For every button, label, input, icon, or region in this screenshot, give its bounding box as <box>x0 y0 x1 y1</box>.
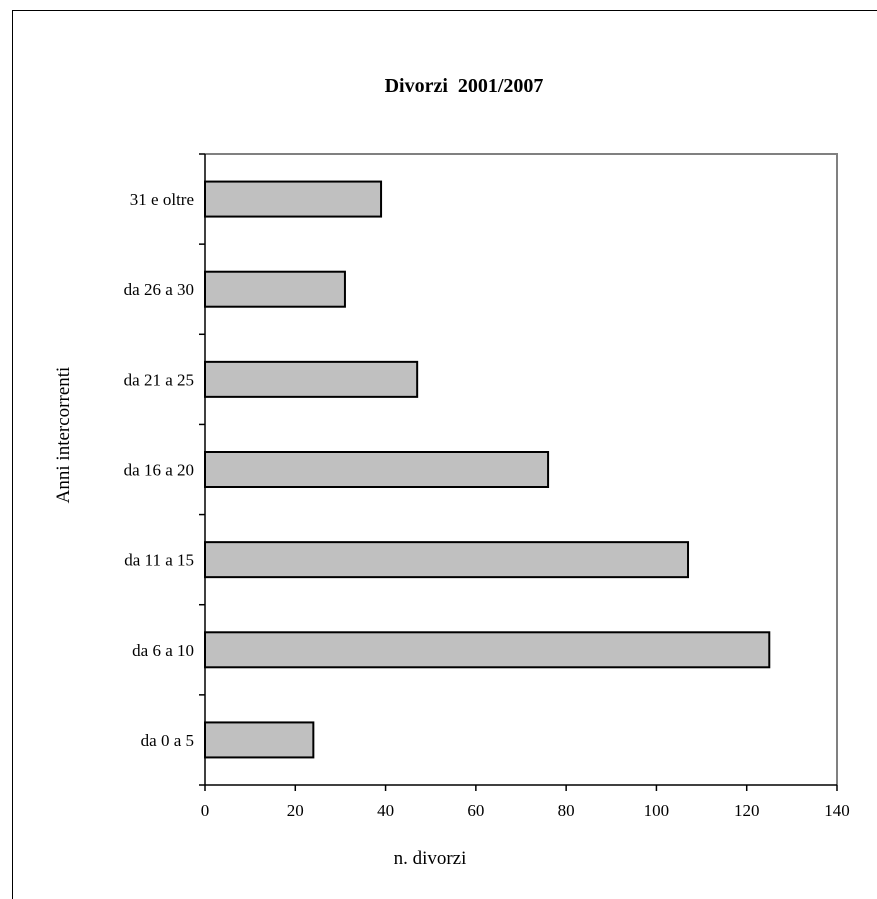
bar-2 <box>204 541 690 579</box>
bar-4 <box>204 360 419 398</box>
x-tick-label: 120 <box>734 801 760 820</box>
bar-0 <box>204 721 315 759</box>
plot-border <box>205 153 838 785</box>
bar-3 <box>204 451 550 488</box>
bar-5 <box>204 270 346 308</box>
x-tick-label: 140 <box>824 801 850 820</box>
y-tick-label: da 21 a 25 <box>124 370 194 389</box>
x-tick-label: 0 <box>201 801 210 820</box>
y-tick-label: 31 e oltre <box>130 190 194 209</box>
bar-6 <box>204 180 383 218</box>
y-tick-label: da 16 a 20 <box>124 461 194 480</box>
chart-frame <box>12 10 877 899</box>
y-tick-label: da 0 a 5 <box>141 731 194 750</box>
y-axis-label: Anni intercorrenti <box>53 367 74 504</box>
x-tick-label: 60 <box>467 801 484 820</box>
bar-1 <box>204 631 771 669</box>
x-axis-label: n. divorzi <box>394 848 467 869</box>
x-tick-label: 80 <box>558 801 575 820</box>
x-tick-label: 40 <box>377 801 394 820</box>
y-tick-label: da 11 a 15 <box>124 551 194 570</box>
x-tick-label: 100 <box>644 801 670 820</box>
y-tick-label: da 6 a 10 <box>132 641 194 660</box>
y-tick-label: da 26 a 30 <box>124 280 194 299</box>
plot-area: da 0 a 5 da 6 a 10 da 11 a 15 da 16 a 20 da … <box>124 153 850 820</box>
x-tick-label: 20 <box>287 801 304 820</box>
chart-title: Divorzi 2001/2007 <box>385 75 544 97</box>
